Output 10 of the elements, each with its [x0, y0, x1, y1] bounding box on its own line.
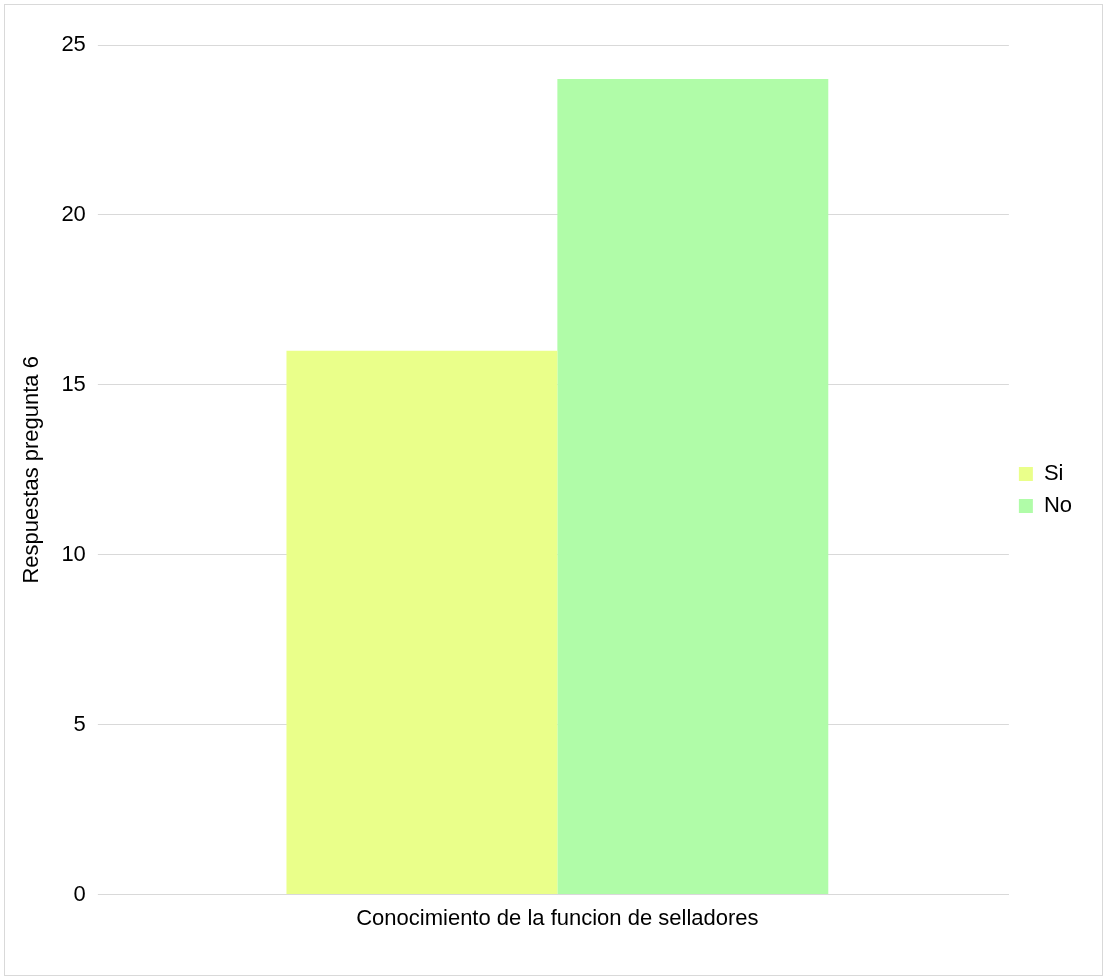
legend-label: No — [1043, 492, 1072, 518]
y-tick-label: 15 — [61, 370, 86, 396]
legend-label: Si — [1043, 460, 1064, 486]
x-tick-label: Conocimiento de la funcion de selladores — [356, 904, 759, 930]
y-tick-label: 5 — [73, 710, 86, 736]
y-tick-label: 20 — [61, 200, 86, 226]
y-tick-label: 10 — [61, 540, 86, 566]
y-tick-label: 0 — [73, 880, 86, 906]
y-tick-label: 25 — [61, 31, 86, 57]
y-axis-title: Respuestas pregunta 6 — [18, 356, 44, 584]
